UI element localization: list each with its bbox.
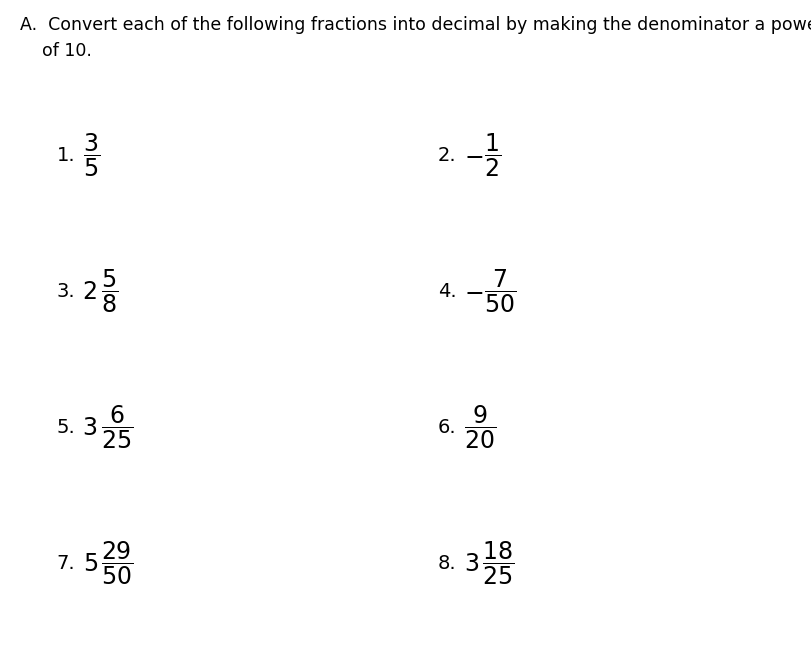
Text: $\dfrac{9}{20}$: $\dfrac{9}{20}$: [464, 404, 496, 452]
Text: $\dfrac{18}{25}$: $\dfrac{18}{25}$: [482, 540, 514, 588]
Text: $-$: $-$: [464, 143, 483, 168]
Text: $\dfrac{1}{2}$: $\dfrac{1}{2}$: [484, 132, 501, 179]
Text: 3: 3: [83, 415, 97, 440]
Text: A.  Convert each of the following fractions into decimal by making the denominat: A. Convert each of the following fractio…: [20, 16, 811, 34]
Text: 5.: 5.: [57, 418, 75, 437]
Text: 3: 3: [464, 551, 478, 576]
Text: 1.: 1.: [57, 146, 75, 165]
Text: 7.: 7.: [57, 554, 75, 573]
Text: $\dfrac{29}{50}$: $\dfrac{29}{50}$: [101, 540, 133, 588]
Text: $\dfrac{5}{8}$: $\dfrac{5}{8}$: [101, 268, 118, 316]
Text: $\dfrac{3}{5}$: $\dfrac{3}{5}$: [83, 132, 100, 179]
Text: 5: 5: [83, 551, 98, 576]
Text: 2: 2: [83, 279, 97, 304]
Text: 8.: 8.: [438, 554, 457, 573]
Text: 4.: 4.: [438, 282, 457, 301]
Text: 2.: 2.: [438, 146, 457, 165]
Text: 3.: 3.: [57, 282, 75, 301]
Text: 6.: 6.: [438, 418, 457, 437]
Text: $\dfrac{6}{25}$: $\dfrac{6}{25}$: [101, 404, 133, 452]
Text: $-$: $-$: [464, 279, 483, 304]
Text: of 10.: of 10.: [20, 42, 92, 60]
Text: $\dfrac{7}{50}$: $\dfrac{7}{50}$: [484, 268, 517, 316]
